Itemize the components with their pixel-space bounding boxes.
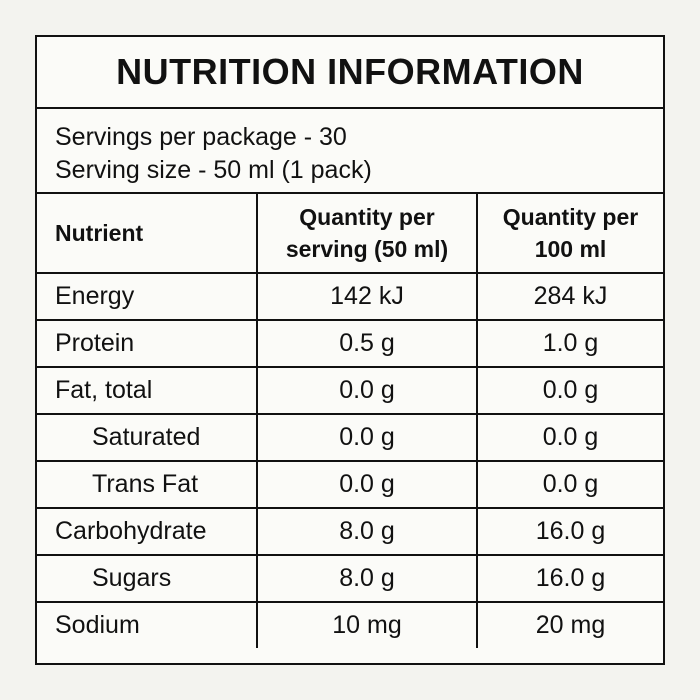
nutrient-name: Sodium	[37, 601, 258, 648]
header-cell: Quantity per 100 ml	[476, 194, 663, 274]
nutrient-row: Trans Fat 0.0 g 0.0 g	[37, 460, 663, 509]
quantity-cell: 142 kJ	[256, 272, 478, 321]
quantity-cell: 1.0 g	[476, 319, 663, 368]
quantity-cell: 10 mg	[256, 601, 478, 648]
quantity-cell: 284 kJ	[476, 272, 663, 321]
nutrient-row: Carbohydrate 8.0 g 16.0 g	[37, 507, 663, 556]
nutrient-name: Sugars	[37, 554, 258, 603]
quantity-cell: 20 mg	[476, 601, 663, 648]
quantity-cell: 0.5 g	[256, 319, 478, 368]
quantity-cell: 0.0 g	[256, 366, 478, 415]
serving-size: Serving size - 50 ml (1 pack)	[55, 156, 372, 184]
nutrient-row: Energy 142 kJ 284 kJ	[37, 272, 663, 321]
quantity-cell: 0.0 g	[256, 460, 478, 509]
nutrient-name: Trans Fat	[37, 460, 258, 509]
header-row: Nutrient Quantity per serving (50 ml) Quan…	[37, 194, 663, 274]
nutrient-name: Saturated	[37, 413, 258, 462]
nutrition-panel: NUTRITION INFORMATION Servings per packa…	[35, 35, 665, 665]
quantity-cell: 0.0 g	[476, 413, 663, 462]
nutrient-row: Fat, total 0.0 g 0.0 g	[37, 366, 663, 415]
header-cell: Nutrient	[37, 194, 258, 274]
servings-info: Servings per package - 30 Serving size -…	[37, 109, 663, 194]
nutrient-row: Sodium 10 mg 20 mg	[37, 601, 663, 648]
quantity-cell: 16.0 g	[476, 507, 663, 556]
header-cell: Quantity per serving (50 ml)	[256, 194, 478, 274]
panel-title: NUTRITION INFORMATION	[37, 37, 663, 109]
nutrient-row: Protein 0.5 g 1.0 g	[37, 319, 663, 368]
quantity-cell: 0.0 g	[476, 460, 663, 509]
quantity-cell: 0.0 g	[256, 413, 478, 462]
quantity-cell: 0.0 g	[476, 366, 663, 415]
quantity-cell: 16.0 g	[476, 554, 663, 603]
nutrition-table: Nutrient Quantity per serving (50 ml) Quan…	[37, 194, 663, 648]
servings-per-package: Servings per package - 30	[55, 123, 347, 151]
nutrient-name: Energy	[37, 272, 258, 321]
nutrient-name: Fat, total	[37, 366, 258, 415]
nutrient-name: Protein	[37, 319, 258, 368]
quantity-cell: 8.0 g	[256, 507, 478, 556]
quantity-cell: 8.0 g	[256, 554, 478, 603]
nutrient-name: Carbohydrate	[37, 507, 258, 556]
nutrient-row: Saturated 0.0 g 0.0 g	[37, 413, 663, 462]
nutrient-row: Sugars 8.0 g 16.0 g	[37, 554, 663, 603]
